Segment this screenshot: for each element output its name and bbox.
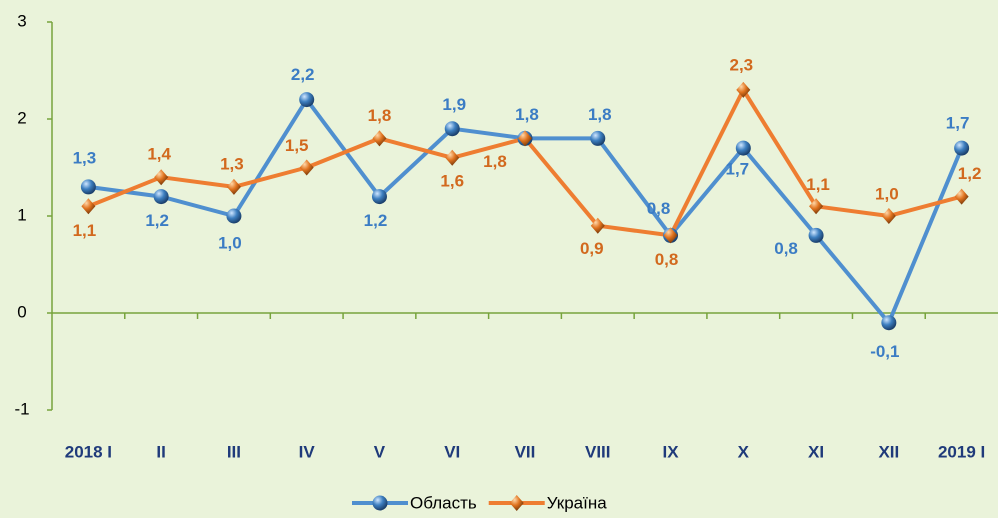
x-tick-label: IX: [663, 442, 680, 461]
data-label: 1,2: [145, 211, 169, 230]
legend-marker: [372, 495, 388, 511]
data-label: -0,1: [870, 342, 899, 361]
data-label: 1,8: [483, 152, 507, 171]
data-label: 1,2: [958, 164, 982, 183]
point: [299, 92, 315, 108]
data-label: 0,9: [580, 239, 604, 258]
x-tick-label: VI: [444, 442, 460, 461]
x-tick-label: II: [156, 442, 165, 461]
point: [954, 188, 969, 205]
data-label: 1,3: [220, 154, 244, 173]
data-label: 1,7: [946, 114, 970, 133]
x-tick-label: 2018 I: [65, 442, 112, 461]
data-label: 1,4: [147, 145, 171, 164]
x-tick-label: V: [374, 442, 386, 461]
point: [735, 140, 751, 156]
point: [663, 227, 678, 244]
point: [954, 140, 970, 156]
y-tick-label: 0: [17, 302, 26, 321]
point: [518, 130, 532, 147]
legend-label: Область: [410, 493, 477, 512]
point: [81, 198, 96, 215]
data-label: 1,6: [440, 171, 464, 190]
point: [881, 208, 896, 224]
legend-marker: [509, 495, 524, 511]
data-label: 1,2: [364, 211, 388, 230]
point: [80, 179, 96, 195]
y-tick-label: 3: [17, 11, 26, 30]
x-tick-label: 2019 I: [938, 442, 985, 461]
point: [299, 159, 314, 176]
x-tick-label: X: [738, 442, 750, 461]
data-label: 2,2: [291, 65, 315, 84]
data-label: 0,8: [647, 199, 671, 218]
legend-label: Україна: [547, 493, 607, 512]
data-label: 1,5: [285, 136, 309, 155]
data-label: 1,0: [218, 233, 242, 252]
data-label: 0,8: [774, 239, 798, 258]
x-tick-label: VII: [515, 442, 536, 461]
point: [372, 130, 387, 147]
point: [881, 315, 897, 331]
point: [590, 130, 606, 146]
y-tick-label: 1: [17, 205, 26, 224]
x-tick-label: IV: [299, 442, 316, 461]
data-label: 1,9: [442, 95, 466, 114]
y-tick-label: 2: [17, 108, 26, 127]
point: [590, 217, 605, 234]
point: [154, 169, 169, 186]
x-tick-label: XI: [808, 442, 824, 461]
point: [153, 189, 169, 205]
point: [808, 227, 824, 243]
data-label: 2,3: [729, 55, 753, 74]
data-label: 1,8: [588, 105, 612, 124]
data-label: 1,7: [725, 160, 749, 179]
point: [226, 178, 241, 195]
data-label: 1,1: [73, 221, 97, 240]
data-label: 1,0: [875, 184, 899, 203]
data-label: 1,1: [806, 175, 830, 194]
point: [444, 121, 460, 137]
data-label: 0,8: [655, 250, 679, 269]
point: [736, 81, 751, 98]
data-label: 1,3: [73, 148, 97, 167]
x-tick-label: III: [227, 442, 241, 461]
point: [445, 149, 460, 166]
y-tick-label: -1: [14, 399, 29, 418]
x-tick-label: XII: [878, 442, 899, 461]
x-tick-label: VIII: [585, 442, 611, 461]
data-label: 1,8: [368, 106, 392, 125]
point: [371, 189, 387, 205]
data-label: 1,8: [515, 105, 539, 124]
point: [809, 198, 824, 215]
point: [226, 208, 242, 224]
